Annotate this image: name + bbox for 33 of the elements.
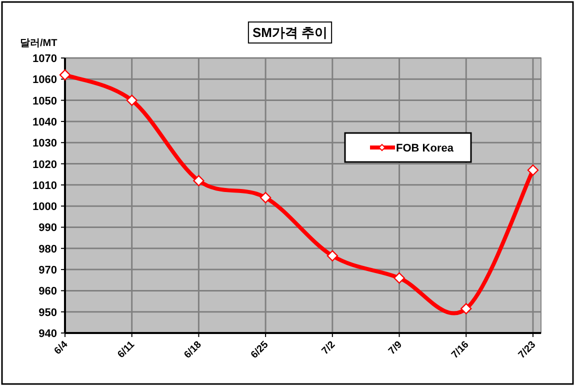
y-tick-label: 1040 — [32, 116, 57, 128]
y-tick-label: 1060 — [32, 74, 57, 86]
point — [394, 272, 405, 284]
y-tick-label: 1030 — [32, 138, 57, 150]
point — [326, 250, 338, 262]
y-axis-title: 달러/MT — [20, 38, 58, 49]
x-tick-label: 7/2 — [320, 339, 338, 357]
y-tick-label: 1010 — [32, 180, 57, 192]
y-tick-label: 940 — [38, 328, 57, 340]
x-tick-label: 7/23 — [516, 339, 538, 361]
x-tick-label: 7/9 — [386, 339, 405, 357]
x-tick-label: 6/11 — [116, 339, 138, 360]
x-tick-label: 7/16 — [450, 339, 472, 361]
y-tick-label: 960 — [38, 286, 57, 298]
y-tick-label: 1000 — [32, 201, 57, 214]
point — [59, 69, 71, 81]
x-tick-label: 6/25 — [249, 339, 271, 361]
y-tick-label: 980 — [38, 243, 57, 256]
y-tick-label: 1050 — [32, 95, 57, 108]
point — [460, 303, 472, 314]
y-tick-label: 970 — [38, 264, 57, 277]
point — [260, 192, 272, 204]
chart-title: SM가격 추이 — [252, 25, 328, 40]
x-tick-label: 6/4 — [52, 339, 70, 357]
x-tick-label: 6/18 — [182, 339, 204, 361]
legend-label: FOB Korea — [396, 142, 454, 154]
point — [527, 164, 539, 176]
y-tick-label: 1020 — [32, 158, 57, 171]
y-tick-label: 1070 — [32, 53, 57, 65]
y-tick-label: 950 — [38, 306, 57, 319]
point — [193, 175, 204, 186]
y-tick-label: 990 — [38, 222, 57, 234]
point — [126, 94, 138, 106]
